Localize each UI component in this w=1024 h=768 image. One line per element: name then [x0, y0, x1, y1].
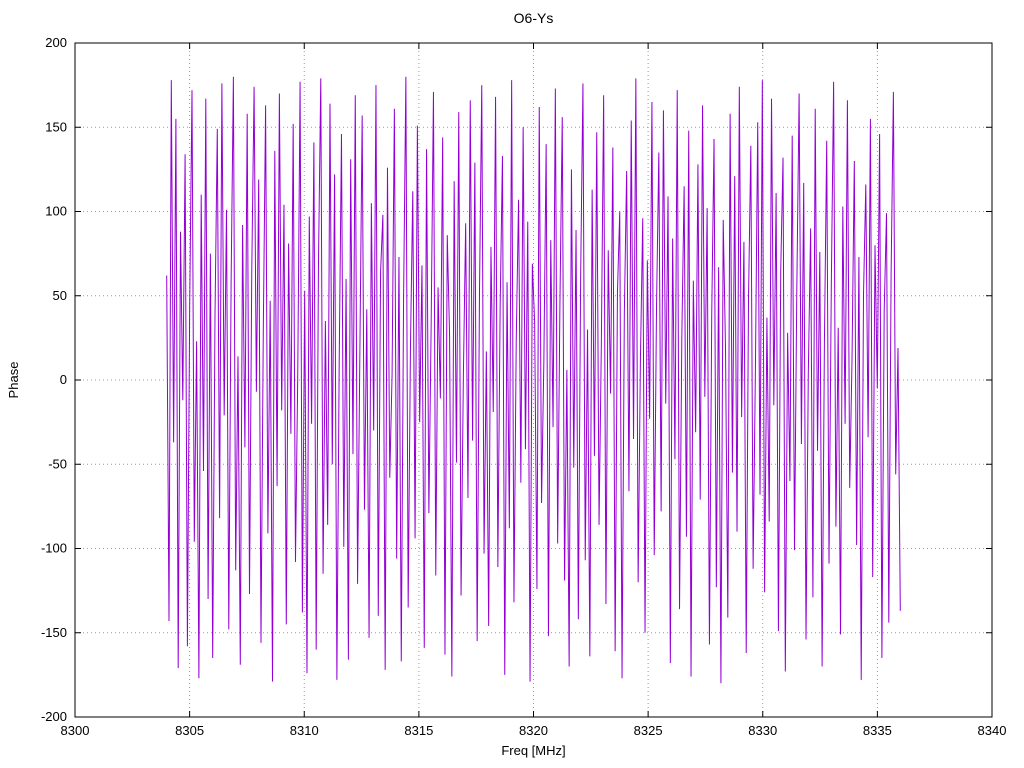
- y-axis-label: Phase: [6, 362, 21, 399]
- x-tick-label: 8310: [290, 723, 319, 738]
- x-axis-label: Freq [MHz]: [501, 743, 565, 758]
- x-tick-label: 8325: [634, 723, 663, 738]
- y-tick-label: -100: [41, 541, 67, 556]
- y-tick-label: 100: [45, 204, 67, 219]
- tick-marks: [74, 42, 993, 718]
- chart-title: O6-Ys: [514, 10, 554, 26]
- x-tick-label: 8315: [404, 723, 433, 738]
- y-tick-label: 150: [45, 119, 67, 134]
- x-tick-label: 8305: [175, 723, 204, 738]
- y-tick-label: -50: [48, 456, 67, 471]
- x-tick-label: 8330: [748, 723, 777, 738]
- y-tick-label: 0: [60, 372, 67, 387]
- x-tick-labels: 8300 8305 8310 8315 8320 8325 8330 8335 8340: [61, 723, 1007, 738]
- data-series: [166, 76, 901, 684]
- x-tick-label: 8300: [61, 723, 90, 738]
- x-tick-label: 8320: [519, 723, 548, 738]
- y-tick-label: 200: [45, 35, 67, 50]
- y-tick-label: -200: [41, 709, 67, 724]
- y-tick-label: 50: [53, 288, 67, 303]
- x-tick-label: 8340: [978, 723, 1007, 738]
- y-tick-label: -150: [41, 625, 67, 640]
- y-tick-labels: -200 -150 -100 -50 0 50 100 150 200: [41, 35, 67, 724]
- x-tick-label: 8335: [863, 723, 892, 738]
